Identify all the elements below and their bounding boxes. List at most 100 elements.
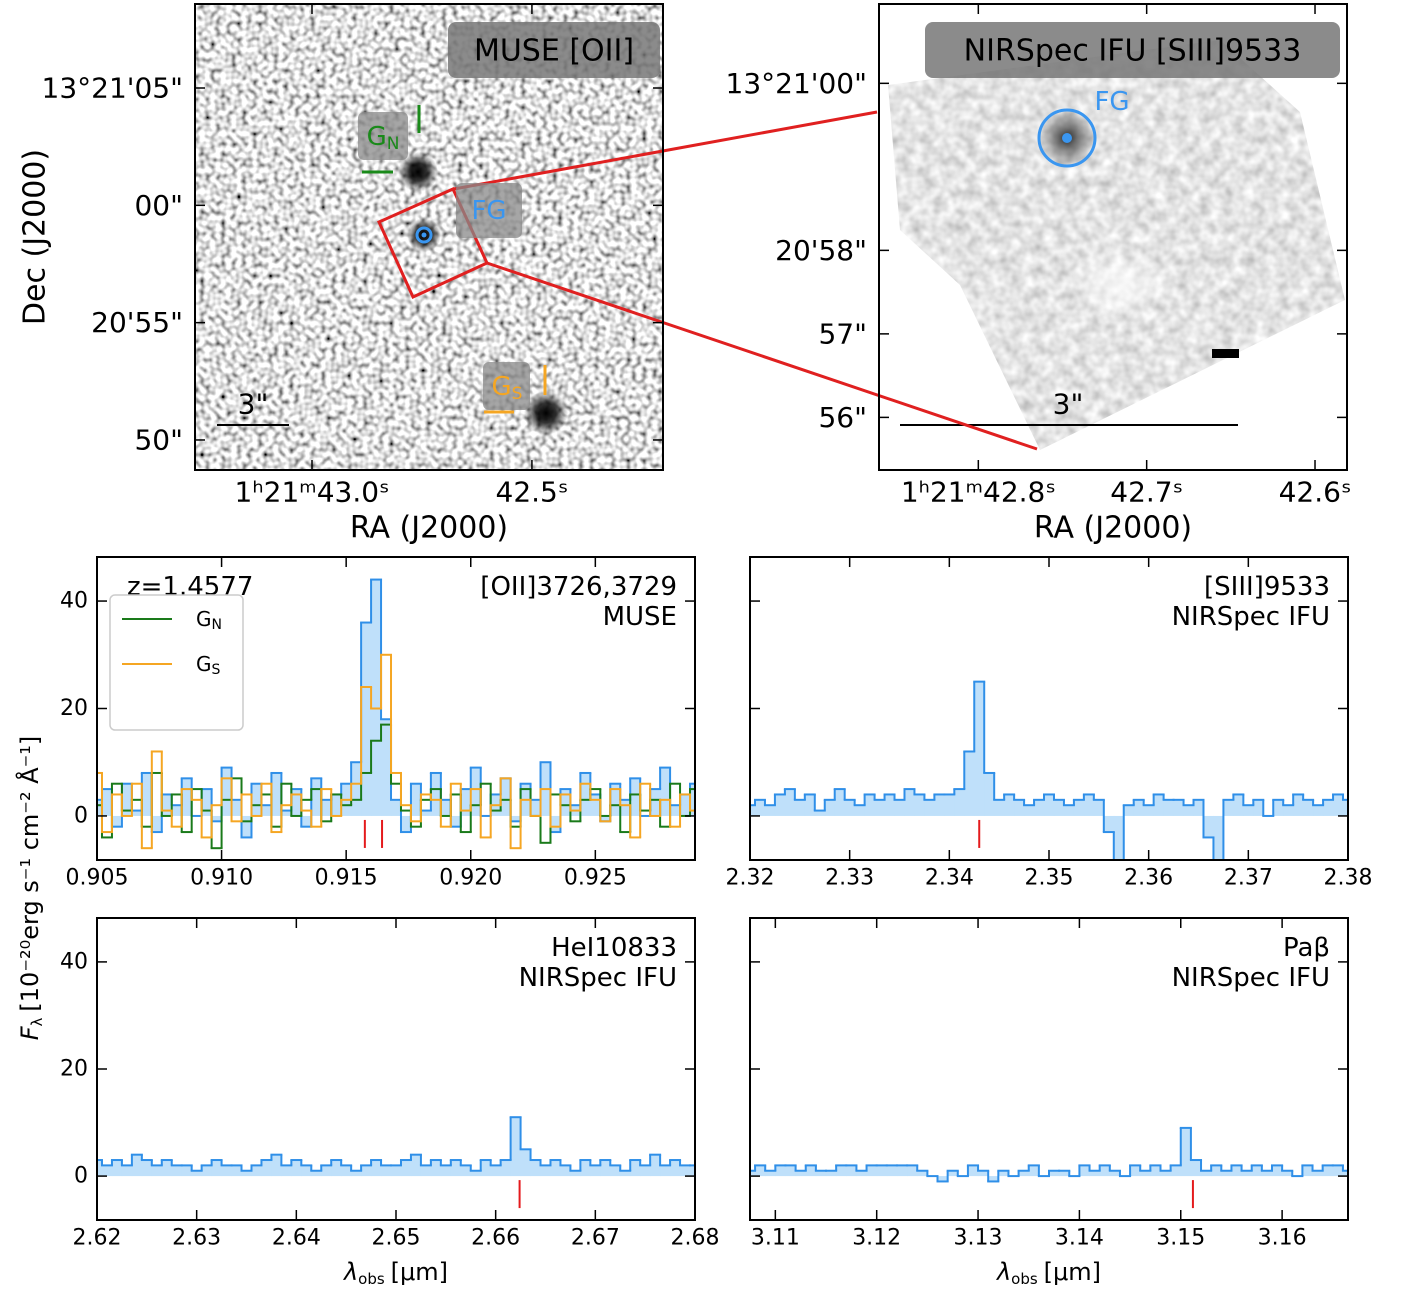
- area-bin: [1014, 799, 1025, 816]
- area-bin: [391, 1165, 402, 1177]
- area-bin: [984, 772, 995, 816]
- y-tick-label: 20: [60, 1057, 88, 1082]
- nirspec-image: 3": [879, 4, 1347, 470]
- area-bin: [904, 789, 915, 816]
- area-bin: [111, 815, 123, 827]
- area-bin: [804, 794, 816, 816]
- area-bin: [1140, 1170, 1151, 1177]
- area-bin: [221, 1165, 233, 1177]
- area-bin: [540, 1165, 551, 1177]
- annotation: [OII]3726,3729: [480, 572, 677, 602]
- area-bin: [650, 1154, 661, 1177]
- area-bin: [381, 719, 392, 816]
- area-bin: [430, 1160, 442, 1177]
- area-bin: [231, 799, 243, 816]
- x-tick-label: 42.7ˢ: [1110, 476, 1183, 509]
- area-bin: [814, 810, 826, 816]
- area-bin: [1343, 799, 1348, 816]
- area-bin: [371, 579, 382, 816]
- area-bin: [1302, 1165, 1314, 1177]
- area-bin: [844, 799, 856, 816]
- area-bin: [311, 1170, 322, 1177]
- label-text: FG: [1094, 87, 1129, 117]
- x-tick-label: 42.5ˢ: [496, 476, 569, 509]
- y-axis-label: Fλ [10⁻²⁰erg s⁻¹ cm⁻² Å⁻¹]: [15, 736, 46, 1041]
- area-bin: [97, 799, 103, 816]
- x-axis-label: λobs [μm]: [995, 1258, 1101, 1288]
- subscript: obs: [1011, 1270, 1038, 1288]
- area-bin: [121, 783, 133, 816]
- area-bin: [171, 1165, 183, 1177]
- area-bin: [690, 1165, 695, 1177]
- area-bin: [1243, 805, 1254, 816]
- area-bin: [994, 799, 1005, 816]
- area-bin: [1028, 1165, 1040, 1177]
- source-label: GS: [492, 372, 523, 404]
- area-bin: [765, 1170, 776, 1177]
- area-bin: [331, 794, 342, 816]
- area-bin: [331, 1160, 342, 1177]
- label-text: G: [367, 122, 387, 152]
- area-bin: [351, 1170, 362, 1177]
- area-bin: [1271, 1165, 1283, 1177]
- x-tick-label: 3.14: [1055, 1226, 1104, 1251]
- area-bin: [1231, 1165, 1243, 1177]
- y-tick-label: 20'55": [91, 306, 183, 339]
- muse-image: 3": [195, 4, 663, 470]
- area-bin: [1261, 1170, 1273, 1177]
- area-bin: [211, 1160, 223, 1177]
- area-bin: [1211, 1165, 1222, 1177]
- area-bin: [834, 789, 846, 816]
- area-bin: [97, 1160, 103, 1177]
- area-bin: [988, 1176, 999, 1182]
- y-tick-label: 20: [60, 696, 88, 721]
- area-bin: [530, 799, 542, 816]
- area-bin: [1180, 1127, 1192, 1177]
- plot-area: [750, 1126, 1348, 1183]
- area-bin: [361, 1165, 372, 1177]
- area-bin: [854, 805, 866, 816]
- area-bin: [301, 1165, 312, 1177]
- area-bin: [450, 815, 462, 827]
- area-bin: [161, 794, 173, 816]
- area-bin: [680, 794, 691, 816]
- area-bin: [826, 1170, 837, 1177]
- legend-name: G: [196, 607, 212, 631]
- symbol: λ: [995, 1258, 1011, 1286]
- area-bin: [590, 794, 601, 816]
- area-bin: [754, 799, 766, 816]
- area-bin: [590, 1165, 601, 1177]
- fg-marker: [1037, 108, 1097, 168]
- area-bin: [1303, 799, 1314, 816]
- area-bin: [261, 805, 272, 816]
- area-bin: [1312, 1170, 1324, 1177]
- source-label: FG: [471, 196, 506, 226]
- area-bin: [884, 794, 896, 816]
- x-axis-label: λobs [μm]: [342, 1258, 448, 1288]
- area-bin: [967, 1165, 979, 1177]
- area-bin: [964, 751, 975, 816]
- area-bin: [131, 810, 143, 816]
- area-bin: [795, 1170, 807, 1177]
- area-bin: [410, 1154, 422, 1177]
- y-tick-label: 50": [134, 423, 183, 456]
- area-bin: [937, 1176, 949, 1182]
- source-blob: [524, 391, 568, 435]
- plot-area: [750, 680, 1348, 860]
- area-bin: [131, 1154, 143, 1177]
- area-bin: [241, 815, 252, 838]
- area-bin: [750, 805, 756, 816]
- area-bin: [815, 1170, 827, 1177]
- area-bin: [211, 815, 223, 822]
- legend-subscript: N: [212, 617, 222, 633]
- annotation: MUSE: [603, 602, 677, 632]
- area-bin: [785, 1165, 797, 1177]
- y-tick-label: 00": [134, 189, 183, 222]
- area-bin: [141, 1160, 153, 1177]
- annotation: NIRSpec IFU: [1172, 963, 1330, 993]
- area-bin: [580, 1160, 591, 1177]
- x-tick-label: 3.16: [1258, 1226, 1307, 1251]
- area-bin: [450, 1160, 462, 1177]
- x-axis-label: RA (J2000): [350, 511, 508, 546]
- area-bin: [670, 805, 681, 816]
